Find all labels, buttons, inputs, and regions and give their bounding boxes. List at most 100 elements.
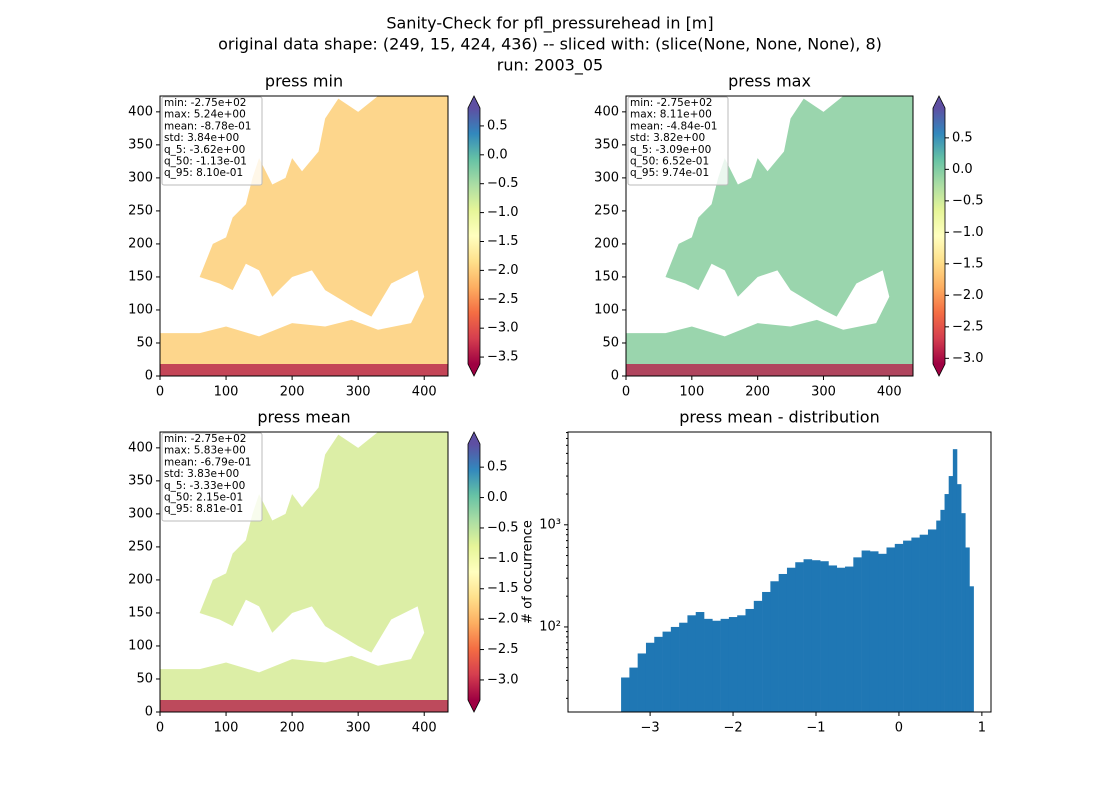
axes-title: press min [265,72,343,91]
x-tick-label: −3 [641,721,660,736]
y-tick-label: 200 [128,236,153,251]
y-tick-label: 100 [594,302,619,317]
colorbar-tick-label: −2.0 [487,263,519,278]
histogram-bar [894,543,904,712]
histogram-bar [770,581,779,712]
x-tick-label: 400 [877,385,902,400]
stats-text: min: -2.75e+02 [164,97,246,109]
axes-title: press mean - distribution [679,408,879,427]
colorbar-extend [933,364,945,376]
histogram-bar [961,513,966,712]
y-tick-label: 200 [594,236,619,251]
colorbar-tick-label: −1.0 [487,551,519,566]
colorbar-tick-label: 0.5 [487,460,508,475]
map-image [160,96,448,376]
histogram-bar [762,591,771,712]
stats-text: max: 5.83e+00 [164,445,246,457]
colorbar-extend [468,96,480,108]
map-image [160,432,448,712]
y-tick-label: 300 [128,506,153,521]
y-tick-label: 150 [128,269,153,284]
colorbar [468,444,480,700]
stats-text: q_50: 2.15e-01 [164,492,243,504]
y-tick-label: 10² [539,619,561,634]
colorbar-frame [467,95,481,377]
y-tick-label: 200 [128,572,153,587]
map-band [626,364,913,376]
x-tick-label: 0 [895,721,903,736]
stats-text: q_95: 8.10e-01 [164,167,243,179]
y-tick-label: 400 [594,104,619,119]
y-tick-label: 50 [136,671,153,686]
histogram-bar [820,561,829,712]
x-tick-label: 200 [280,385,305,400]
histogram-bar [886,547,896,712]
stats-text: q_5: -3.62e+00 [164,144,245,156]
colorbar-tick-label: −1.5 [487,581,519,596]
x-tick-label: −2 [723,721,742,736]
histogram-bar [712,620,721,712]
y-tick-label: 50 [136,335,153,350]
x-tick-label: 0 [622,385,630,400]
colorbar-tick-label: 0.5 [487,118,508,133]
histogram-bar [936,520,941,712]
suptitle: run: 2003_05 [497,56,603,76]
y-axis-label: # of occurrence [521,520,536,624]
colorbar-tick-label: 0.0 [487,490,508,505]
histogram-bar [778,573,788,712]
colorbar-tick-label: −1.5 [952,256,984,271]
axes-title: press mean [257,408,350,427]
histogram-bar [803,559,813,712]
histogram-bar [919,534,929,712]
colorbar-frame [467,431,481,713]
stats-text: q_95: 9.74e-01 [630,167,709,179]
stats-text: q_50: 6.52e-01 [630,156,709,168]
histogram-bar [952,449,958,712]
axes-frame [159,95,449,377]
histogram-bar [940,509,945,712]
y-tick-label: 10³ [539,517,561,532]
colorbar-extend [933,96,945,108]
histogram-bar [687,615,697,712]
histogram-bar [786,567,796,712]
histogram-bar [662,631,672,712]
histogram-bar [737,615,746,712]
histogram-bar [720,618,730,712]
y-tick-label: 100 [128,638,153,653]
y-tick-label: 350 [128,473,153,488]
colorbar [933,108,945,364]
stats-text: max: 8.11e+00 [630,109,712,121]
colorbar-tick-label: 0.0 [952,162,973,177]
stats-text: q_5: -3.33e+00 [164,480,245,492]
histogram-bar [645,642,655,712]
stats-text: std: 3.83e+00 [164,468,239,480]
histogram-bar [853,557,862,712]
stats-box [161,96,263,186]
colorbar-tick-label: −2.5 [487,292,519,307]
y-tick-label: 0 [611,369,619,384]
x-tick-label: 100 [214,385,239,400]
x-tick-label: 400 [412,385,437,400]
colorbar-tick-label: −0.5 [952,193,984,208]
colorbar-tick-label: −0.5 [487,520,519,535]
colorbar-tick-label: −3.5 [487,350,519,365]
colorbar-frame [932,95,946,377]
map-image [626,96,913,376]
x-tick-label: 100 [679,385,704,400]
histogram-bar [670,626,680,712]
map-band [160,700,448,712]
colorbar-tick-label: −2.5 [952,319,984,334]
y-tick-label: 350 [594,137,619,152]
colorbar-tick-label: −2.0 [487,612,519,627]
y-tick-label: 150 [594,269,619,284]
colorbar-extend [468,364,480,376]
x-tick-label: 300 [811,385,836,400]
y-tick-label: 350 [128,137,153,152]
histogram-bar [753,600,763,712]
colorbar-tick-label: −1.0 [487,205,519,220]
y-tick-label: 300 [594,170,619,185]
x-tick-label: 400 [412,721,437,736]
histogram-bar [911,537,920,712]
histogram-bar [828,565,838,712]
histogram-bar [695,612,705,712]
